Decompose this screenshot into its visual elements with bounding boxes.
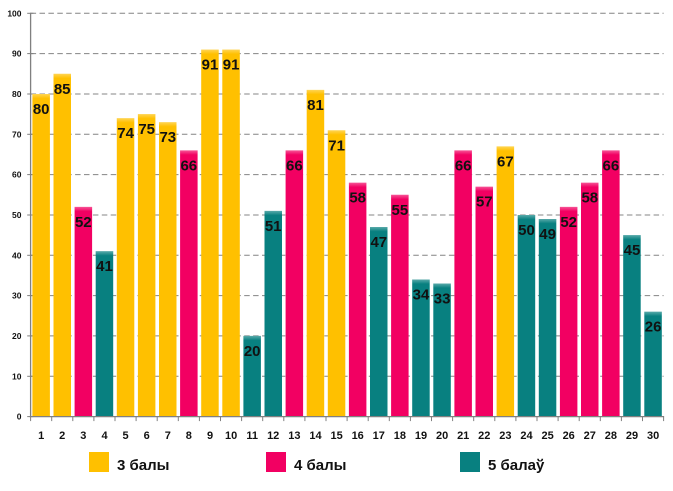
- svg-text:9: 9: [207, 430, 213, 442]
- svg-text:34: 34: [413, 287, 430, 304]
- svg-text:50: 50: [12, 210, 22, 220]
- svg-text:4 балы: 4 балы: [294, 457, 346, 474]
- svg-text:40: 40: [12, 250, 22, 260]
- svg-text:66: 66: [455, 157, 472, 174]
- svg-text:55: 55: [392, 202, 409, 219]
- svg-text:20: 20: [436, 430, 448, 442]
- svg-text:4: 4: [101, 430, 108, 442]
- svg-text:52: 52: [75, 214, 92, 231]
- svg-text:85: 85: [54, 81, 71, 98]
- svg-text:66: 66: [286, 157, 303, 174]
- svg-text:67: 67: [497, 153, 514, 170]
- svg-text:47: 47: [370, 234, 387, 251]
- svg-text:41: 41: [96, 258, 113, 275]
- svg-text:91: 91: [202, 57, 219, 74]
- svg-text:50: 50: [518, 222, 535, 239]
- svg-text:19: 19: [415, 430, 427, 442]
- svg-text:26: 26: [645, 319, 662, 336]
- svg-text:17: 17: [373, 430, 385, 442]
- svg-text:6: 6: [144, 430, 150, 442]
- svg-text:2: 2: [59, 430, 65, 442]
- svg-text:12: 12: [267, 430, 279, 442]
- svg-text:25: 25: [541, 430, 553, 442]
- svg-text:49: 49: [539, 226, 556, 243]
- svg-text:20: 20: [244, 343, 261, 360]
- svg-text:70: 70: [12, 129, 22, 139]
- svg-text:14: 14: [309, 430, 322, 442]
- svg-text:30: 30: [12, 291, 22, 301]
- svg-text:52: 52: [560, 214, 577, 231]
- svg-text:3 балы: 3 балы: [117, 457, 169, 474]
- svg-text:26: 26: [563, 430, 575, 442]
- svg-text:60: 60: [12, 170, 22, 180]
- svg-text:73: 73: [159, 129, 176, 146]
- svg-text:74: 74: [117, 125, 134, 142]
- svg-text:10: 10: [12, 371, 22, 381]
- svg-text:90: 90: [12, 49, 22, 59]
- svg-text:1: 1: [38, 430, 44, 442]
- svg-text:80: 80: [33, 101, 50, 118]
- svg-text:30: 30: [647, 430, 659, 442]
- svg-text:10: 10: [225, 430, 237, 442]
- svg-text:51: 51: [265, 218, 282, 235]
- svg-text:58: 58: [581, 190, 598, 207]
- svg-text:57: 57: [476, 194, 493, 211]
- svg-text:58: 58: [349, 190, 366, 207]
- svg-text:66: 66: [603, 157, 620, 174]
- svg-text:23: 23: [499, 430, 511, 442]
- svg-text:8: 8: [186, 430, 192, 442]
- svg-text:80: 80: [12, 89, 22, 99]
- svg-text:45: 45: [624, 242, 641, 259]
- svg-text:13: 13: [288, 430, 300, 442]
- svg-text:28: 28: [605, 430, 617, 442]
- svg-text:71: 71: [328, 137, 345, 154]
- svg-text:15: 15: [330, 430, 342, 442]
- svg-text:24: 24: [520, 430, 533, 442]
- svg-text:7: 7: [165, 430, 171, 442]
- svg-text:81: 81: [307, 97, 324, 114]
- svg-text:66: 66: [180, 157, 197, 174]
- svg-text:5: 5: [123, 430, 129, 442]
- svg-text:21: 21: [457, 430, 469, 442]
- svg-text:91: 91: [223, 57, 240, 74]
- svg-text:11: 11: [246, 430, 258, 442]
- svg-text:0: 0: [17, 412, 22, 422]
- svg-text:18: 18: [394, 430, 406, 442]
- svg-text:29: 29: [626, 430, 638, 442]
- svg-text:3: 3: [80, 430, 86, 442]
- svg-text:75: 75: [138, 121, 155, 138]
- svg-text:22: 22: [478, 430, 490, 442]
- svg-text:5 балаў: 5 балаў: [488, 457, 545, 474]
- svg-text:100: 100: [7, 8, 21, 18]
- svg-text:27: 27: [584, 430, 596, 442]
- svg-text:20: 20: [12, 331, 22, 341]
- svg-text:16: 16: [352, 430, 364, 442]
- svg-text:33: 33: [434, 291, 451, 308]
